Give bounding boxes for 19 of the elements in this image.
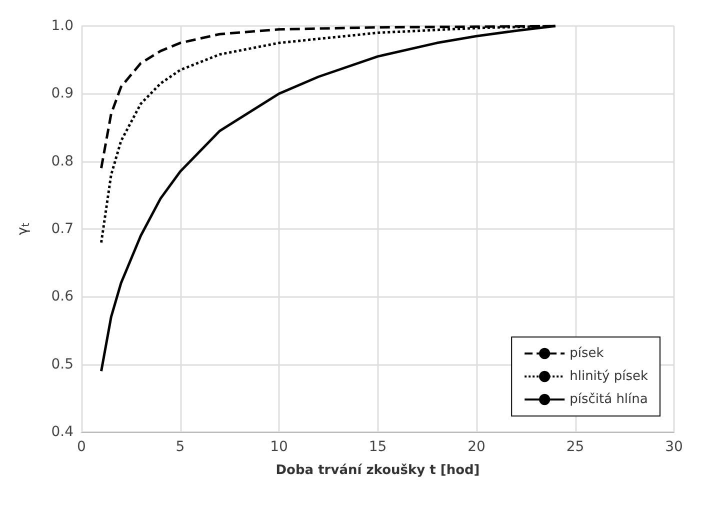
x-tick-label: 30 (665, 439, 683, 455)
y-tick-label: 0.8 (51, 153, 74, 170)
x-axis-title: Doba trvání zkoušky t [hod] (276, 463, 480, 478)
y-tick-label: 0.5 (51, 356, 74, 372)
x-tick-label: 10 (270, 439, 288, 455)
x-tick-label: 15 (368, 439, 387, 455)
x-tick-label: 5 (176, 439, 185, 455)
y-tick-label: 0.9 (51, 86, 74, 102)
legend-label: písek (570, 346, 604, 361)
y-tick-label: 0.6 (51, 288, 74, 305)
legend-label: hlinitý písek (570, 369, 648, 384)
x-tick-label: 20 (468, 439, 486, 455)
y-axis-title: γt (15, 222, 32, 236)
y-tick-label: 0.4 (51, 424, 74, 440)
legend-label: písčitá hlína (570, 392, 648, 407)
y-tick-label: 0.7 (51, 221, 74, 237)
x-tick-label: 25 (566, 439, 584, 455)
x-tick-label: 0 (77, 439, 86, 455)
y-tick-label: 1.0 (51, 18, 74, 34)
